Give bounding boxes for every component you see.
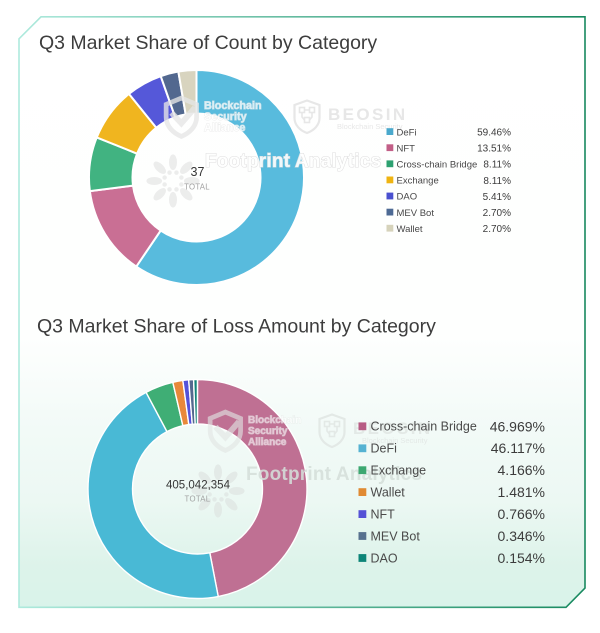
svg-text:59.46%: 59.46% <box>477 128 511 139</box>
svg-text:BEOSIN: BEOSIN <box>328 105 408 124</box>
svg-text:Q3 Market Share of Count by Ca: Q3 Market Share of Count by Category <box>39 32 377 54</box>
svg-text:46.969%: 46.969% <box>490 418 545 434</box>
svg-text:DAO: DAO <box>371 551 398 565</box>
svg-text:TOTAL: TOTAL <box>185 495 211 504</box>
svg-text:1.481%: 1.481% <box>498 484 545 500</box>
svg-text:Blockchain: Blockchain <box>248 415 301 426</box>
svg-text:Wallet: Wallet <box>397 224 423 235</box>
svg-text:Blockchain: Blockchain <box>204 100 262 112</box>
svg-text:Security: Security <box>248 426 288 437</box>
svg-text:Exchange: Exchange <box>371 464 427 478</box>
svg-text:Cross-chain Bridge: Cross-chain Bridge <box>371 420 477 434</box>
svg-text:MEV Bot: MEV Bot <box>397 208 435 219</box>
svg-text:4.166%: 4.166% <box>498 462 545 478</box>
svg-text:2.70%: 2.70% <box>483 224 511 235</box>
svg-text:Alliance: Alliance <box>248 437 287 448</box>
svg-text:Q3 Market Share of Loss Amount: Q3 Market Share of Loss Amount by Catego… <box>37 316 436 338</box>
svg-text:0.154%: 0.154% <box>498 550 545 566</box>
svg-text:Wallet: Wallet <box>371 486 406 500</box>
svg-text:NFT: NFT <box>397 143 416 154</box>
svg-text:Cross-chain Bridge: Cross-chain Bridge <box>397 160 478 171</box>
svg-text:5.41%: 5.41% <box>483 192 511 203</box>
svg-text:Footprint Analytics: Footprint Analytics <box>205 151 381 172</box>
svg-text:BEOSIN: BEOSIN <box>353 419 433 438</box>
svg-text:DAO: DAO <box>397 192 418 203</box>
svg-text:Footprint Analytics: Footprint Analytics <box>246 464 422 485</box>
svg-text:NFT: NFT <box>371 508 396 522</box>
svg-text:DeFi: DeFi <box>397 127 417 138</box>
svg-text:0.346%: 0.346% <box>498 528 545 544</box>
svg-text:46.117%: 46.117% <box>491 440 545 456</box>
svg-text:Blockchain Security: Blockchain Security <box>362 436 428 445</box>
svg-text:37: 37 <box>191 165 205 179</box>
svg-text:405,042,354: 405,042,354 <box>166 480 231 492</box>
svg-text:DeFi: DeFi <box>371 442 397 456</box>
svg-text:TOTAL: TOTAL <box>184 183 210 192</box>
svg-text:0.766%: 0.766% <box>498 506 545 522</box>
svg-text:Security: Security <box>204 111 247 123</box>
svg-text:8.11%: 8.11% <box>483 176 511 187</box>
svg-text:MEV Bot: MEV Bot <box>371 529 421 543</box>
svg-text:Exchange: Exchange <box>397 176 439 187</box>
svg-text:2.70%: 2.70% <box>483 208 511 219</box>
svg-text:13.51%: 13.51% <box>477 144 511 155</box>
svg-text:Blockchain Security: Blockchain Security <box>337 122 403 131</box>
svg-text:8.11%: 8.11% <box>483 160 511 171</box>
svg-text:Alliance: Alliance <box>204 122 245 134</box>
